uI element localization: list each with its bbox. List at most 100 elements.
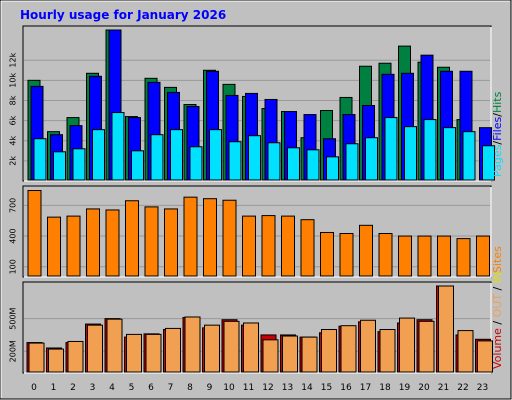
bar-pages-16 [345,143,359,181]
bar-out-2 [67,340,84,373]
bar-out-14 [301,336,318,373]
bar-sites-4 [105,209,120,277]
bar-sites-8 [183,196,198,277]
bar-pages-12 [267,142,281,181]
y-tick-label: 10k [9,73,18,88]
bar-out-3 [87,324,103,373]
bar-sites-10 [222,199,237,277]
bar-sites-12 [261,215,276,277]
x-tick-label-10: 10 [223,383,235,393]
bar-out-17 [360,319,376,373]
bar-out-9 [204,324,220,373]
bar-sites-19 [398,235,412,277]
bar-sites-17 [359,224,373,277]
x-tick-label-12: 12 [262,383,273,393]
x-tick-label-7: 7 [168,383,174,393]
bar-sites-14 [300,219,315,277]
y-tick-label: 700 [9,198,18,213]
bar-sites-23 [476,235,490,277]
bar-sites-1 [47,216,61,277]
bar-pages-2 [72,148,86,181]
bar-pages-21 [443,127,456,181]
x-tick-label-21: 21 [438,383,449,393]
bar-out-21 [438,285,454,373]
x-tick-label-19: 19 [399,383,411,393]
x-tick-label-1: 1 [51,383,57,393]
bar-out-0 [28,342,45,373]
bar-sites-11 [242,215,256,277]
bar-pages-8 [189,146,203,181]
bar-pages-22 [462,131,476,181]
bar-out-15 [321,329,337,373]
bar-out-16 [340,325,357,373]
y-tick-label: 4k [9,136,18,146]
bar-pages-1 [53,151,66,181]
x-tick-label-9: 9 [207,383,213,393]
bar-pages-6 [150,134,164,181]
y-tick-label: 8k [9,95,18,105]
x-tick-label-11: 11 [243,383,254,393]
x-tick-label-4: 4 [109,383,115,393]
bar-out-23 [477,340,493,373]
bar-out-13 [282,335,298,373]
side-label-sites: Sites [491,246,504,273]
bar-sites-2 [66,215,81,277]
x-tick-label-15: 15 [321,383,332,393]
bar-out-5 [126,333,142,373]
bar-pages-14 [306,149,320,181]
x-tick-label-6: 6 [148,383,154,393]
x-tick-label-22: 22 [457,383,468,393]
x-tick-label-0: 0 [31,383,37,393]
bar-sites-18 [378,233,393,277]
side-label-out: OUT [491,294,504,318]
bar-pages-11 [248,135,261,181]
bar-sites-21 [437,235,451,277]
side-label-sep2: / [491,283,504,294]
y-tick-label: 2k [9,156,18,166]
bar-sites-7 [164,208,178,277]
x-tick-label-8: 8 [187,383,193,393]
side-label-files: Files [491,116,504,140]
bar-sites-0 [27,190,42,277]
bar-sites-13 [281,215,295,277]
side-legend-1: Pages/Files/Hits [491,91,504,177]
bar-out-12 [262,339,279,373]
y-tick-label: 500M [9,307,18,329]
bar-out-4 [106,318,123,373]
side-label-in: IN [491,272,504,283]
x-tick-label-20: 20 [418,383,430,393]
bar-sites-22 [456,238,471,277]
side-label-sep1: / [491,141,504,145]
bar-pages-19 [404,126,417,181]
x-tick-label-17: 17 [360,383,371,393]
x-tick-label-23: 23 [477,383,488,393]
side-label-pages: Pages [491,144,504,177]
y-tick-label: 100 [9,259,18,274]
bar-out-8 [184,316,201,373]
bar-pages-17 [365,137,378,181]
side-label-sep1: / [491,317,504,328]
bar-sites-3 [86,208,100,277]
x-tick-label-18: 18 [379,383,391,393]
bar-pages-4 [111,112,125,181]
plot-area [22,185,492,278]
bar-sites-20 [417,235,432,277]
bar-out-22 [457,330,474,373]
x-tick-label-2: 2 [70,383,76,393]
bar-pages-15 [326,156,339,181]
chart-panel-2: 100 400 700 Sites [9,185,504,278]
chart-panel-3: 200M 500M Volume / OUT / IN [9,272,504,374]
side-legend-3: Volume / OUT / IN [491,272,504,369]
bar-out-7 [165,327,181,373]
bar-out-6 [145,333,162,373]
bar-pages-0 [33,138,47,181]
bar-pages-9 [209,129,222,181]
bar-sites-16 [339,233,354,277]
x-tick-label-3: 3 [90,383,96,393]
bar-pages-10 [228,141,242,181]
bar-pages-23 [482,145,495,181]
side-label-sep2: / [491,113,504,117]
x-tick-label-14: 14 [301,383,313,393]
bar-out-11 [243,322,259,373]
